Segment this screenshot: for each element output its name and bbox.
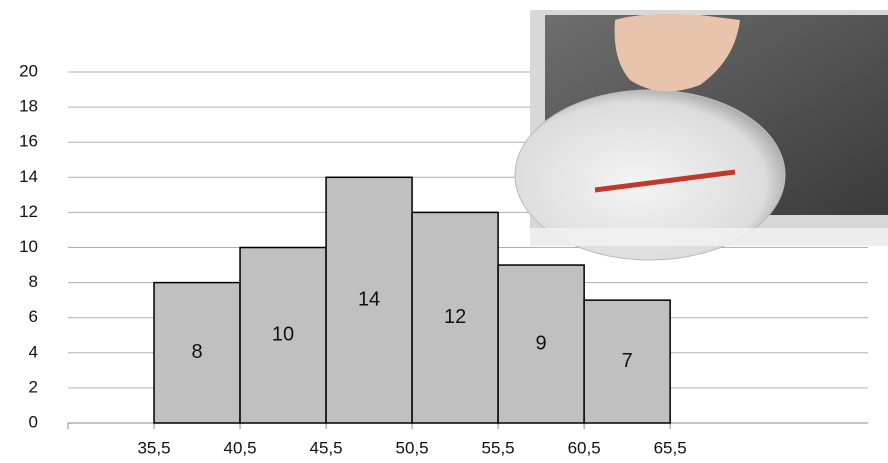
bar [583,299,671,424]
x-tick-label: 60,5 [568,438,601,457]
y-tick-label: 0 [29,412,38,431]
x-tick-label: 35,5 [137,438,170,457]
y-tick-label: 4 [29,342,38,361]
value-label: 12 [444,306,466,328]
x-tick-label: 65,5 [654,438,687,457]
bar [411,211,499,424]
value-label: 9 [536,332,547,354]
foot [614,14,740,92]
y-tick-label: 14 [19,167,38,186]
y-tick-label: 18 [19,97,38,116]
y-tick-label: 2 [29,377,38,396]
y-tick-label: 20 [19,61,38,80]
scale-photo [514,10,888,261]
scale-dial [514,89,786,261]
y-tick-label: 12 [19,202,38,221]
value-label: 7 [622,350,633,372]
value-label: 10 [272,324,294,346]
x-tick-label: 45,5 [310,438,343,457]
x-tick-label: 55,5 [482,438,515,457]
value-label: 14 [358,288,380,310]
y-tick-label: 6 [29,307,38,326]
scale-needle [594,169,736,193]
bar [325,176,413,424]
x-tick-label: 50,5 [396,438,429,457]
x-tick-label: 40,5 [223,438,256,457]
y-tick-label: 8 [29,272,38,291]
value-label: 8 [191,341,202,363]
y-tick-label: 10 [19,237,38,256]
plot-area: 0 2 4 6 8 10 12 14 16 18 20 35,5 40,5 45,5 50,5 55,5 60,… [19,61,868,457]
y-tick-label: 16 [19,132,38,151]
photo-fade [530,228,888,246]
bar [239,246,327,424]
bar [497,264,585,424]
